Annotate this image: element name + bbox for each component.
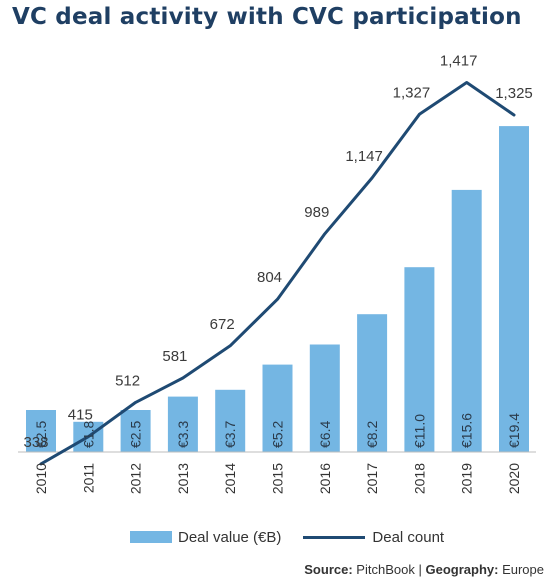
- legend-swatch-line: [303, 535, 366, 539]
- deal-value-bar: [262, 364, 293, 452]
- deal-value-label: €2.5: [128, 421, 144, 448]
- deal-value-bar: [309, 344, 340, 452]
- deal-count-label: 1,325: [495, 85, 533, 102]
- deal-value-label: €19.4: [506, 413, 522, 448]
- deal-count-label: 672: [210, 316, 235, 333]
- legend-label-deal-count: Deal count: [372, 528, 445, 546]
- deal-value-label: €6.4: [317, 421, 333, 448]
- x-tick-label: 2015: [270, 463, 286, 494]
- geography-text: Europe: [502, 562, 544, 577]
- x-tick-label: 2011: [80, 463, 96, 493]
- deal-value-bar: [26, 410, 56, 452]
- deal-value-bar: [499, 126, 529, 452]
- deal-count-label: 804: [257, 269, 282, 286]
- deal-count-label: 1,147: [345, 148, 383, 165]
- deal-count-label: 1,327: [393, 84, 431, 101]
- source-prefix: Source:: [304, 562, 353, 577]
- deal-value-bar: [357, 314, 388, 452]
- deal-value-label: €3.3: [175, 421, 191, 448]
- deal-value-label: €8.2: [364, 421, 380, 448]
- x-tick-label: 2010: [33, 463, 49, 494]
- deal-count-label: 512: [115, 372, 140, 389]
- x-tick-label: 2018: [411, 463, 427, 494]
- deal-value-label: €15.6: [459, 413, 475, 448]
- count-labels-group: 338 415 512 581 672 804 989 1,147 1,327 1,417 1,32…: [23, 53, 532, 451]
- source-separator: |: [418, 562, 422, 577]
- geography-prefix: Geography:: [425, 562, 499, 577]
- deal-count-line: [39, 81, 516, 466]
- source-note: Source: PitchBook | Geography: Europe: [304, 562, 544, 577]
- x-tick-label: 2012: [128, 463, 144, 494]
- legend: Deal value (€B) Deal count: [130, 526, 444, 548]
- x-tick-label: 2014: [222, 463, 238, 494]
- deal-count-label: 415: [68, 407, 93, 424]
- deal-count-label: 581: [162, 348, 187, 365]
- deal-value-bar: [215, 389, 246, 452]
- deal-value-bar: [404, 267, 435, 452]
- deal-value-bar: [120, 410, 151, 452]
- deal-count-label: 1,417: [440, 53, 478, 70]
- legend-label-deal-value: Deal value (€B): [178, 528, 282, 546]
- x-tick-label: 2017: [364, 463, 380, 494]
- deal-value-bar: [451, 189, 482, 452]
- x-tick-label: 2019: [459, 463, 475, 494]
- deal-value-bar: [167, 396, 198, 452]
- x-tick-label: 2016: [317, 463, 333, 494]
- chart: 338 415 512 581 672 804 989 1,147 1,327 1,417 1,32…: [18, 53, 536, 494]
- legend-swatch-bar: [130, 531, 172, 543]
- deal-value-label: €2.5: [33, 421, 49, 448]
- deal-value-label: €1.8: [80, 421, 96, 448]
- deal-count-label: 338: [23, 434, 48, 451]
- source-text: PitchBook: [356, 562, 415, 577]
- legend-item-deal-count: Deal count: [281, 529, 444, 546]
- deal-value-label: €3.7: [222, 421, 238, 448]
- deal-count-label: 989: [304, 204, 329, 221]
- x-tick-label: 2020: [506, 463, 522, 494]
- deal-value-label: €5.2: [270, 421, 286, 448]
- year-labels-group: 2010 2011 2012 2013 2014 2015 2016 2017 2018 2019…: [33, 463, 522, 494]
- bars-group: [26, 126, 529, 452]
- x-tick-label: 2013: [175, 463, 191, 494]
- deal-value-label: €11.0: [411, 414, 427, 448]
- chart-title: VC deal activity with CVC participation: [12, 4, 522, 30]
- bar-labels-group: €2.5 €1.8 €2.5 €3.3 €3.7 €5.2 €6.4 €8.2 €11.0 €15…: [33, 413, 522, 448]
- legend-item-deal-value: Deal value (€B): [130, 529, 281, 546]
